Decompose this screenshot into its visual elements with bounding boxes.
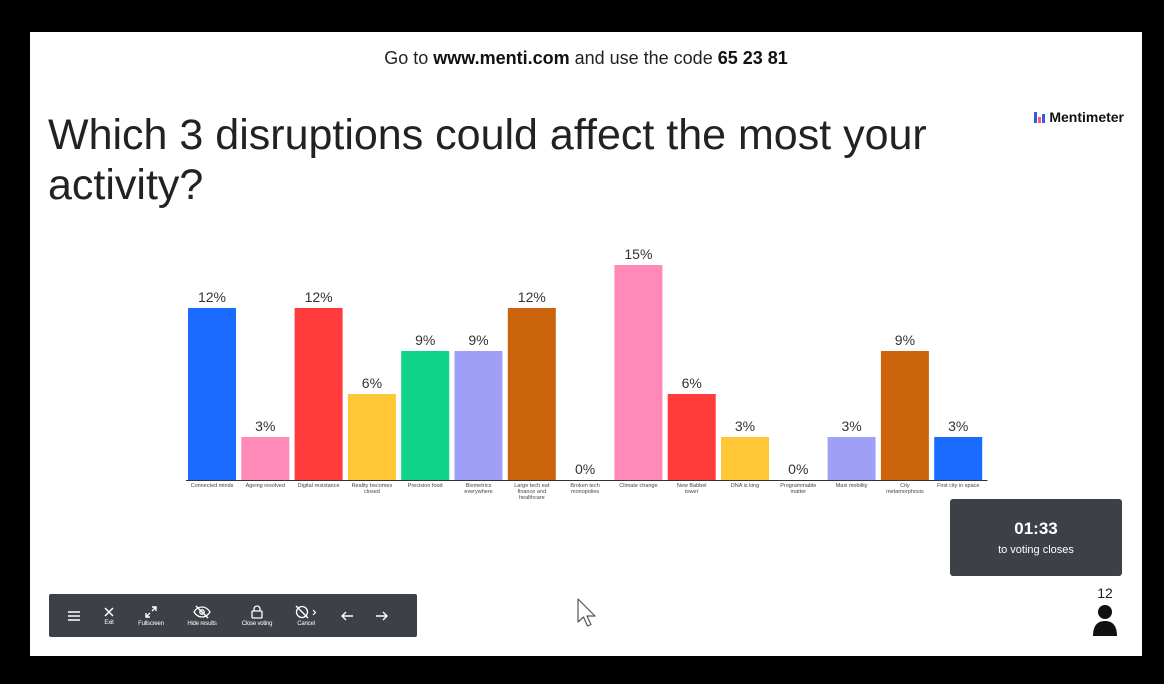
bar-value-label: 3% [948, 418, 968, 434]
bar-value-label: 0% [788, 461, 808, 477]
category-label: Digital resistance [298, 483, 340, 489]
category-label: Large tech eat finance and healthcare [514, 483, 550, 501]
category-label: Precision food [408, 483, 443, 489]
exit-button[interactable]: Exit [89, 594, 129, 637]
chart-bar [721, 437, 769, 480]
chart-bar [294, 308, 343, 480]
chart-bar [827, 437, 876, 480]
cancel-label: Cancel [297, 621, 315, 627]
bar-value-label: 0% [575, 461, 595, 477]
brand-name: Mentimeter [1049, 109, 1124, 125]
fullscreen-button[interactable]: Fullscreen [129, 594, 173, 637]
close-voting-button[interactable]: Close voting [231, 594, 283, 637]
chart-bar [188, 308, 236, 480]
menu-button[interactable] [59, 594, 89, 637]
bar-value-label: 3% [841, 418, 861, 434]
bar-value-label: 3% [255, 418, 275, 434]
menti-url: www.menti.com [433, 48, 570, 68]
category-label: Climate change [619, 483, 657, 489]
bar-value-label: 12% [518, 289, 546, 305]
category-label: New Babbel tower [677, 483, 707, 495]
bar-value-label: 12% [198, 289, 226, 305]
instruction-prefix: Go to [384, 48, 434, 68]
arrow-right-icon [376, 611, 388, 620]
category-label: Connected minds [191, 483, 234, 489]
bar-value-label: 3% [735, 418, 755, 434]
expand-icon [145, 605, 157, 618]
timer-value: 01:33 [1014, 519, 1058, 538]
close-icon [104, 606, 114, 617]
bar-value-label: 9% [895, 332, 915, 348]
next-slide-button[interactable] [365, 594, 399, 637]
menu-icon [68, 610, 80, 621]
person-icon [1093, 605, 1117, 636]
bar-value-label: 9% [415, 332, 435, 348]
bar-value-label: 9% [468, 332, 488, 348]
bar-value-label: 12% [305, 289, 333, 305]
hide-results-label: Hide results [187, 620, 217, 627]
eye-off-icon [193, 605, 211, 618]
lock-icon [251, 605, 263, 619]
category-label: Maxi mobility [836, 483, 868, 489]
bar-value-label: 15% [624, 246, 652, 262]
arrow-left-icon [341, 611, 353, 620]
category-label: Biometrics everywhere [464, 483, 492, 495]
chart-bar [454, 351, 503, 480]
hide-results-button[interactable]: Hide results [173, 594, 231, 637]
close-voting-label: Close voting [241, 621, 273, 627]
results-bar-chart: 12% Connected minds 3% Ageing resolved 12% Di… [186, 246, 988, 501]
chart-bar [934, 437, 983, 480]
chart-bar [667, 394, 716, 480]
mentimeter-logo-icon [1034, 111, 1046, 123]
chart-bar [347, 394, 396, 480]
category-label: DNA is king [731, 483, 759, 489]
participant-count: 12 [1097, 585, 1113, 601]
chart-bar [241, 437, 290, 480]
category-label: Ageing resolved [246, 483, 285, 489]
voting-timer: 01:33 to voting closes [950, 499, 1122, 576]
presenter-toolbar: Exit Fullscreen Hide results Close votin… [49, 594, 417, 637]
chart-bar [401, 351, 450, 480]
chart-bar [614, 265, 663, 480]
category-label: First city in space [937, 483, 979, 489]
cancel-button[interactable]: Cancel [283, 594, 329, 637]
bar-value-label: 6% [362, 375, 382, 391]
chart-bar [880, 351, 929, 480]
category-label: City metamorphosis [886, 483, 924, 495]
join-instruction: Go to www.menti.com and use the code 65 … [30, 48, 1142, 69]
previous-slide-button[interactable] [329, 594, 365, 637]
question-title: Which 3 disruptions could affect the mos… [48, 111, 927, 209]
chart-bar [507, 308, 556, 480]
timer-off-icon [295, 605, 317, 619]
category-label: Reality becomes closed [352, 483, 393, 495]
instruction-middle: and use the code [569, 48, 718, 68]
brand-logo: Mentimeter [1034, 109, 1124, 125]
fullscreen-label: Fullscreen [138, 620, 164, 627]
exit-label: Exit [104, 619, 114, 626]
timer-caption: to voting closes [998, 544, 1074, 556]
category-label: Broken tech monopolies [570, 483, 599, 495]
presentation-slide: Go to www.menti.com and use the code 65 … [30, 32, 1142, 656]
bar-value-label: 6% [682, 375, 702, 391]
voting-code: 65 23 81 [717, 48, 788, 68]
mouse-cursor-icon [577, 598, 596, 627]
category-label: Programmable matter [780, 483, 816, 495]
